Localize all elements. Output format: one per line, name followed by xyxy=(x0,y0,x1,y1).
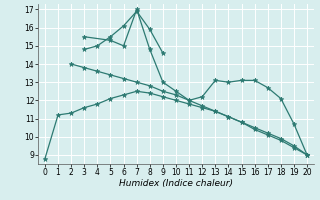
X-axis label: Humidex (Indice chaleur): Humidex (Indice chaleur) xyxy=(119,179,233,188)
